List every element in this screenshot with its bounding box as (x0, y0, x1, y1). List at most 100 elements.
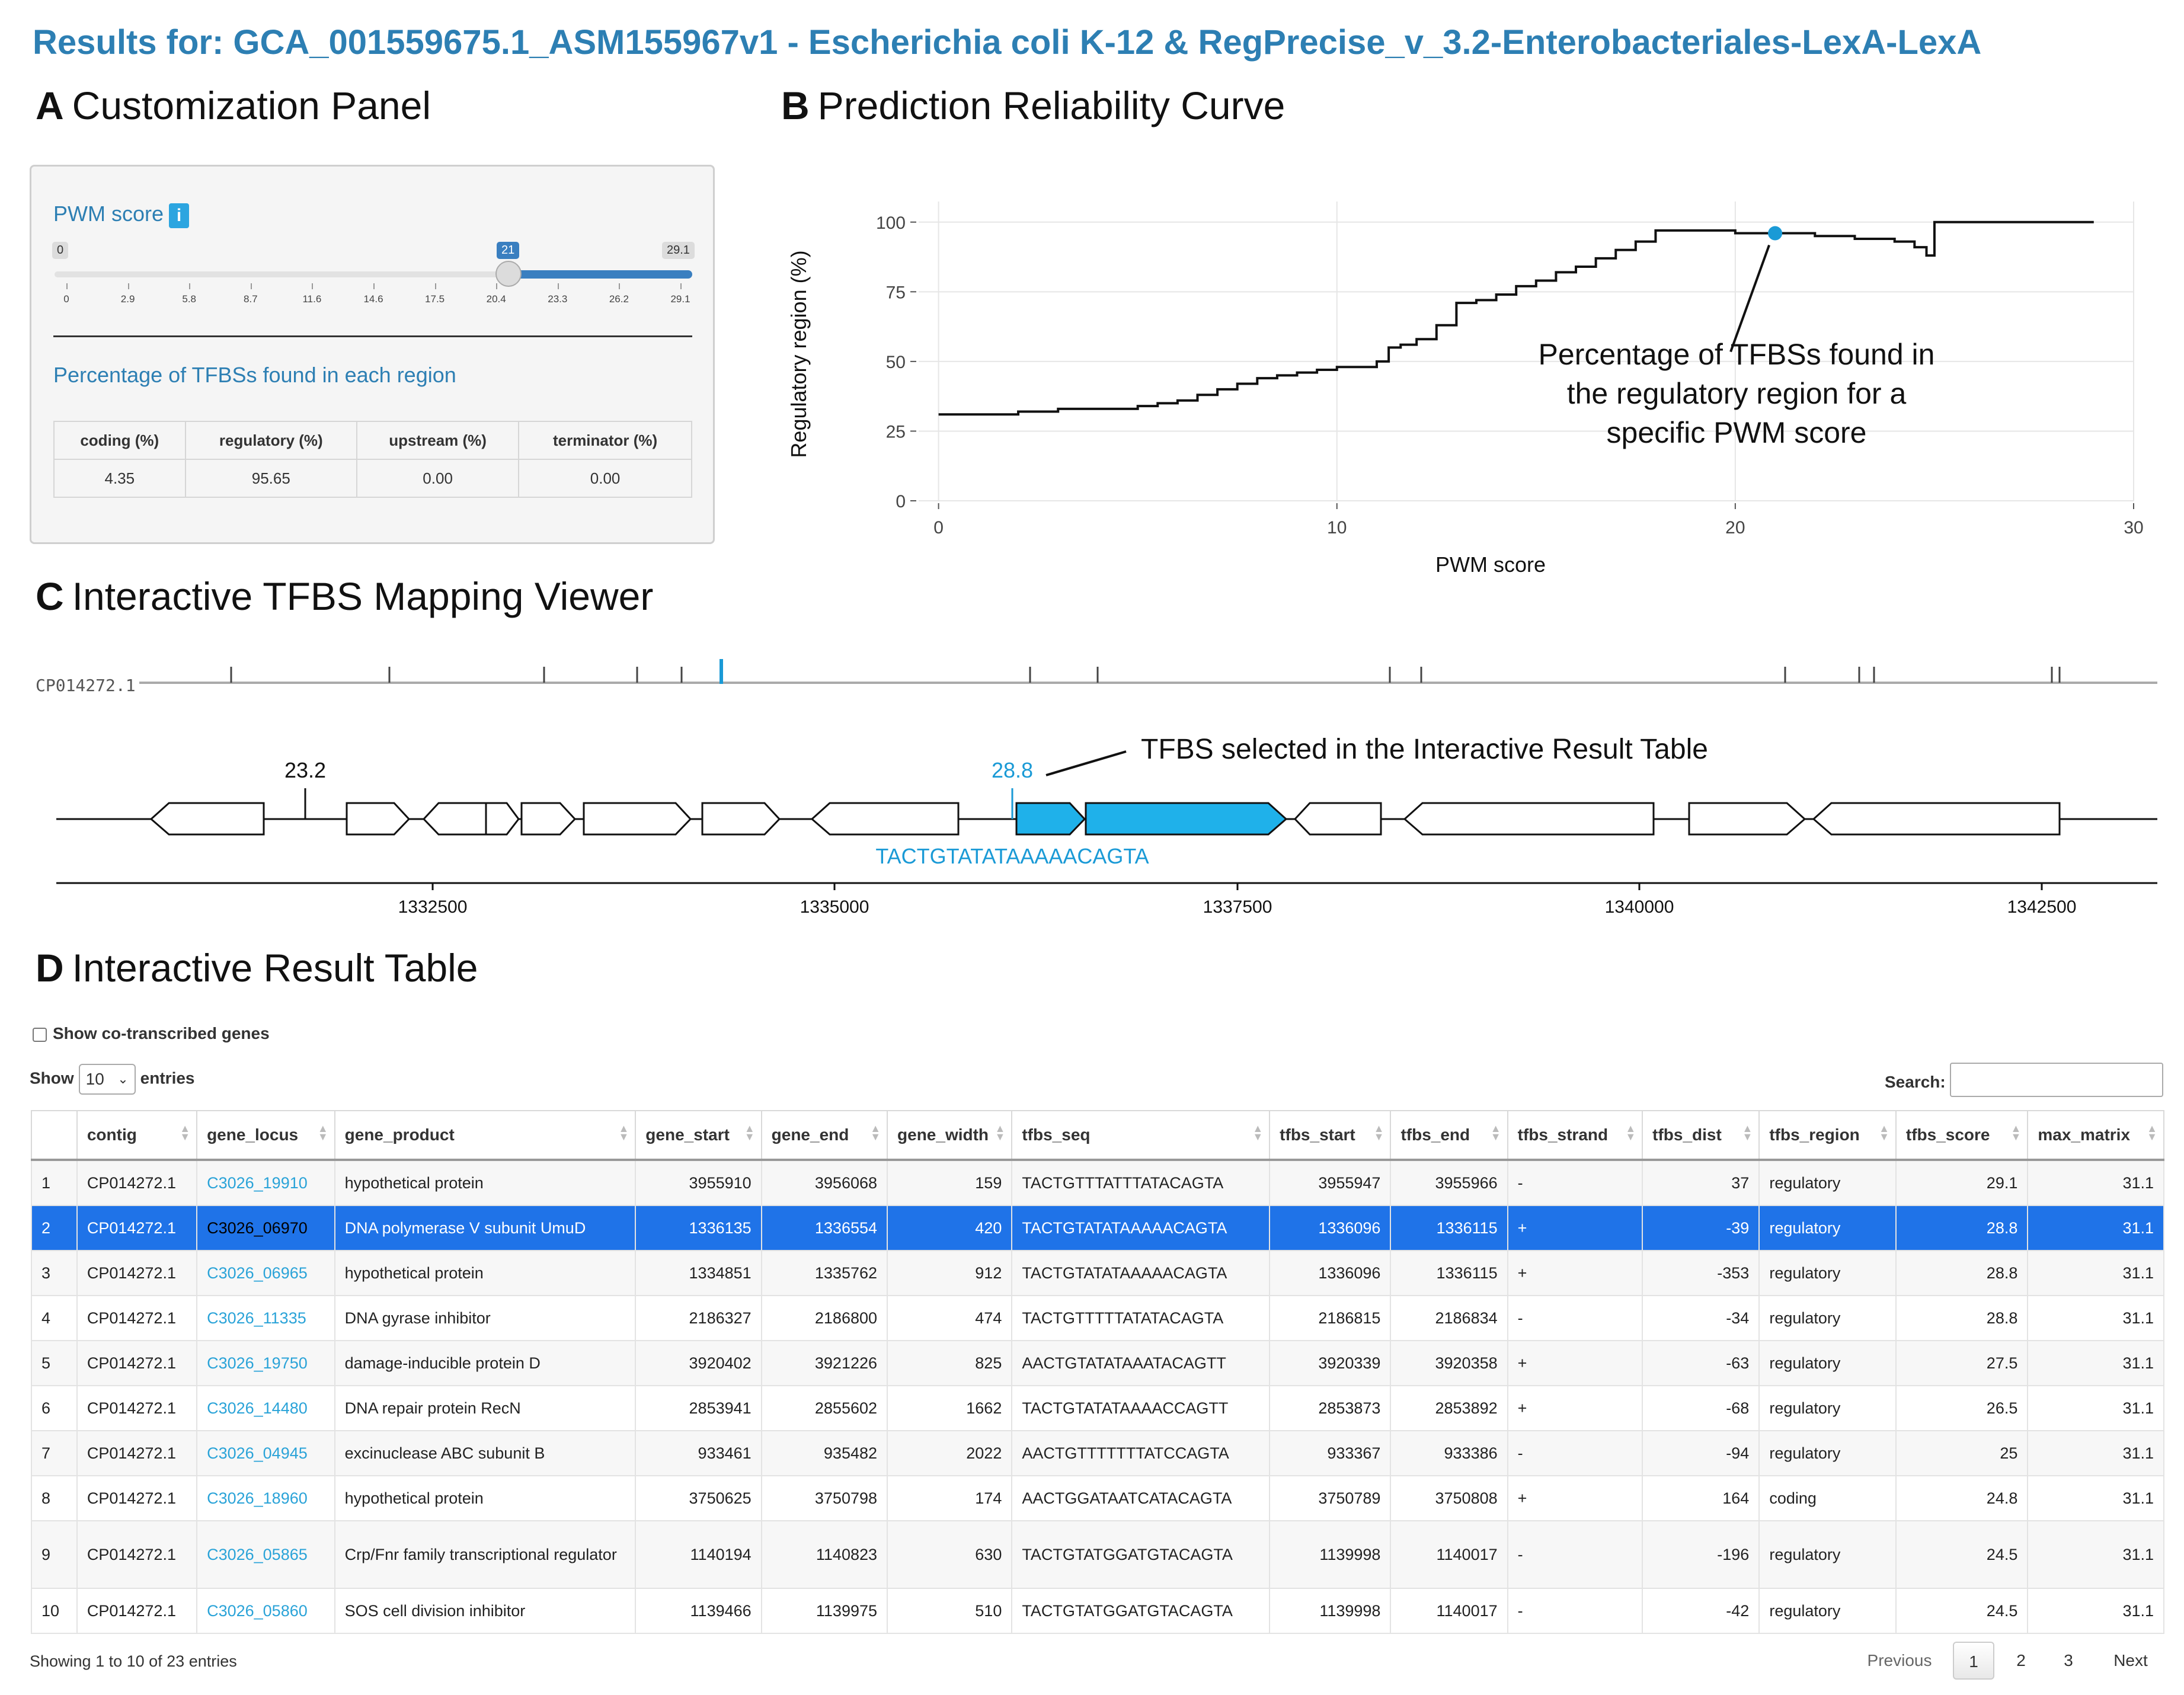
table-row[interactable]: 5 CP014272.1 C3026_19750 damage-inducible p… (31, 1340, 2164, 1386)
cell-text: 2853941 (689, 1399, 752, 1417)
header-tfbs-end[interactable]: tfbs_end ▲ ▼ (1390, 1110, 1508, 1161)
cell-text: 1140017 (1436, 1601, 1498, 1620)
cell-text: 1140194 (690, 1545, 752, 1563)
gene-locus-link[interactable]: C3026_05865 (207, 1545, 308, 1563)
cell-text: 1336096 (1318, 1264, 1381, 1282)
search-input[interactable] (1950, 1063, 2163, 1097)
header-label: gene_start (645, 1125, 730, 1144)
table-row[interactable]: 2 CP014272.1 C3026_06970 DNA polymerase V s… (31, 1205, 2164, 1251)
table-row[interactable]: 10 CP014272.1 C3026_05860 SOS cell division… (31, 1588, 2164, 1634)
cell-tfbs-region: regulatory (1758, 1205, 1897, 1251)
cell-gene-locus[interactable]: C3026_19750 (196, 1340, 335, 1386)
gene-locus-link[interactable]: C3026_04945 (207, 1444, 308, 1462)
header-gene-locus[interactable]: gene_locus ▲ ▼ (196, 1110, 335, 1161)
cell-gene-locus[interactable]: C3026_05860 (196, 1588, 335, 1634)
cell-text: regulatory (1769, 1264, 1841, 1282)
pwm-slider-handle[interactable] (495, 261, 522, 287)
info-icon[interactable]: i (169, 203, 189, 228)
chart-x-tick-label: 20 (1725, 518, 1745, 538)
cell-gene-locus[interactable]: C3026_14480 (196, 1385, 335, 1431)
header-gene-end[interactable]: gene_end ▲ ▼ (760, 1110, 888, 1161)
slider-tick-mark (250, 283, 252, 289)
cell-tfbs-start: 933367 (1269, 1430, 1392, 1476)
cell-index: 3 (31, 1250, 78, 1296)
cell-gene-locus[interactable]: C3026_19910 (196, 1159, 335, 1206)
section-d-letter: D (36, 946, 64, 990)
header-tfbs-strand[interactable]: tfbs_strand ▲ ▼ (1507, 1110, 1643, 1161)
cell-gene-locus[interactable]: C3026_04945 (196, 1430, 335, 1476)
header-tfbs-start[interactable]: tfbs_start ▲ ▼ (1269, 1110, 1392, 1161)
pagination-page-2[interactable]: 2 (2016, 1651, 2026, 1670)
section-d-label: Interactive Result Table (72, 946, 478, 990)
cell-tfbs-score: 28.8 (1895, 1295, 2029, 1341)
header-tfbs-region[interactable]: tfbs_region ▲ ▼ (1758, 1110, 1897, 1161)
cell-gene-locus[interactable]: C3026_06970 (196, 1205, 335, 1251)
pct-header-terminator: terminator (%) (518, 421, 692, 460)
gene-locus-link[interactable]: C3026_06970 (207, 1219, 308, 1237)
header-tfbs-seq[interactable]: tfbs_seq ▲ ▼ (1011, 1110, 1271, 1161)
gene-locus-link[interactable]: C3026_19750 (207, 1354, 308, 1372)
gene-locus-link[interactable]: C3026_11335 (207, 1309, 306, 1327)
cell-text: 1336115 (1436, 1219, 1498, 1237)
cell-tfbs-start: 1336096 (1269, 1250, 1392, 1296)
table-row[interactable]: 3 CP014272.1 C3026_06965 hypothetical prote… (31, 1250, 2164, 1296)
tfbs-mapping-viewer[interactable]: 23.2 28.8 TFBS selected in the Interacti… (0, 646, 2184, 925)
header-tfbs-score[interactable]: tfbs_score ▲ ▼ (1895, 1110, 2029, 1161)
pagination-previous[interactable]: Previous (1867, 1651, 1932, 1670)
header-gene-width[interactable]: gene_width ▲ ▼ (887, 1110, 1013, 1161)
cell-gene-end: 1139975 (760, 1588, 888, 1634)
cell-gene-locus[interactable]: C3026_11335 (196, 1295, 335, 1341)
pagination-next[interactable]: Next (2113, 1651, 2148, 1670)
cell-gene-width: 159 (887, 1159, 1013, 1206)
gene-locus-link[interactable]: C3026_14480 (207, 1399, 308, 1417)
cotranscribed-checkbox[interactable] (33, 1027, 47, 1042)
table-row[interactable]: 9 CP014272.1 C3026_05865 Crp/Fnr family tra… (31, 1520, 2164, 1589)
cell-contig: CP014272.1 (76, 1340, 198, 1386)
cell-text: AACTGTTTTTTTATCCAGTA (1022, 1444, 1229, 1462)
table-row[interactable]: 4 CP014272.1 C3026_11335 DNA gyrase inhibit… (31, 1295, 2164, 1341)
cell-text: TACTGTATGGATGTACAGTA (1022, 1601, 1233, 1620)
cell-gene-width: 510 (887, 1588, 1013, 1634)
cell-gene-width: 912 (887, 1250, 1013, 1296)
cell-gene-product: DNA polymerase V subunit UmuD (334, 1205, 637, 1251)
cell-gene-start: 3955910 (635, 1159, 762, 1206)
cell-gene-locus[interactable]: C3026_06965 (196, 1250, 335, 1296)
cell-tfbs-strand: + (1507, 1250, 1643, 1296)
cell-gene-width: 1662 (887, 1385, 1013, 1431)
cell-gene-locus[interactable]: C3026_05865 (196, 1520, 335, 1589)
cell-text: 3956068 (814, 1173, 878, 1192)
header-label: tfbs_seq (1022, 1125, 1091, 1144)
table-row[interactable]: 8 CP014272.1 C3026_18960 hypothetical prote… (31, 1475, 2164, 1521)
cell-gene-end: 2855602 (760, 1385, 888, 1431)
gene-locus-link[interactable]: C3026_05860 (207, 1601, 308, 1620)
header-tfbs-dist[interactable]: tfbs_dist ▲ ▼ (1642, 1110, 1760, 1161)
gene-locus-link[interactable]: C3026_18960 (207, 1489, 308, 1507)
cell-max-matrix: 31.1 (2027, 1205, 2164, 1251)
table-row[interactable]: 1 CP014272.1 C3026_19910 hypothetical prote… (31, 1159, 2164, 1206)
cell-text: CP014272.1 (87, 1489, 176, 1507)
pagination-page-3[interactable]: 3 (2064, 1651, 2073, 1670)
show-cotranscribed-toggle[interactable]: Show co-transcribed genes (33, 1024, 270, 1043)
chart-y-tick-label: 0 (896, 492, 906, 511)
pagination-page-1[interactable]: 1 (1953, 1642, 1994, 1680)
header-gene-start[interactable]: gene_start ▲ ▼ (635, 1110, 762, 1161)
header-gene-product[interactable]: gene_product ▲ ▼ (334, 1110, 637, 1161)
entries-select[interactable]: 10 ⌄ (78, 1064, 136, 1095)
cell-text: 3921226 (814, 1354, 878, 1372)
header-contig[interactable]: contig ▲ ▼ (76, 1110, 198, 1161)
table-row[interactable]: 6 CP014272.1 C3026_14480 DNA repair protein… (31, 1385, 2164, 1431)
gene-locus-link[interactable]: C3026_06965 (207, 1264, 308, 1282)
gene-locus-link[interactable]: C3026_19910 (207, 1173, 308, 1192)
pwm-slider-track[interactable] (55, 271, 692, 277)
cell-text: + (1517, 1354, 1527, 1372)
header-max-matrix[interactable]: max_matrix ▲ ▼ (2027, 1110, 2164, 1161)
header-index[interactable] (31, 1110, 78, 1161)
table-row[interactable]: 7 CP014272.1 C3026_04945 excinuclease ABC s… (31, 1430, 2164, 1476)
table-header-row: contig ▲ ▼ gene_locus ▲ ▼ gene_product ▲ ▼ gene_s… (31, 1110, 2164, 1161)
cell-text: hypothetical protein (344, 1489, 484, 1507)
cell-text: 825 (975, 1354, 1002, 1372)
cell-gene-start: 3750625 (635, 1475, 762, 1521)
cell-gene-locus[interactable]: C3026_18960 (196, 1475, 335, 1521)
sort-icon: ▲ ▼ (2147, 1122, 2157, 1143)
